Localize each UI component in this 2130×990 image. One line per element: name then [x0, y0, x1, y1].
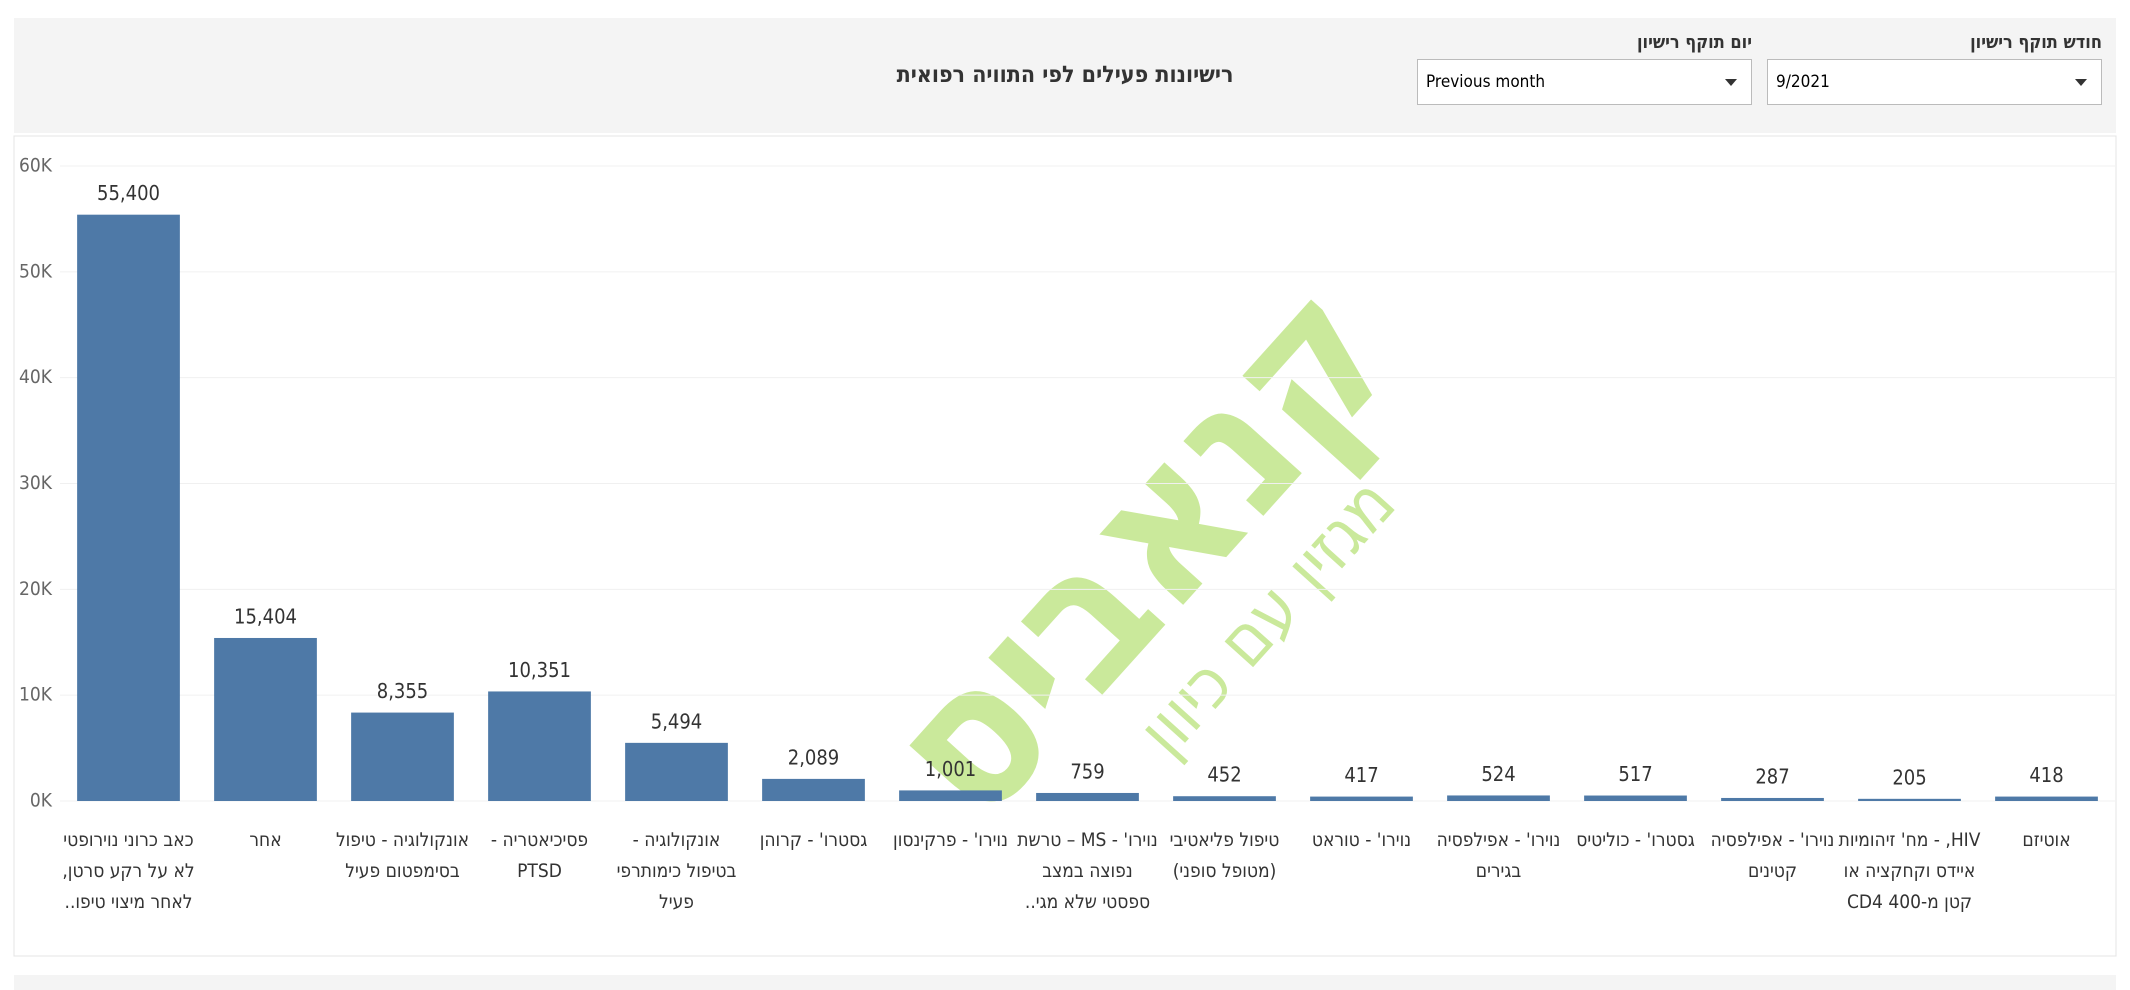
x-tick-label: נוירו' - אפילפסיה קטינים	[1711, 829, 1835, 882]
x-tick-label: גסטרו' - קרוהן	[760, 829, 868, 851]
bar	[1721, 797, 1824, 801]
bar	[214, 637, 317, 801]
footer-band	[14, 975, 2116, 990]
y-tick-label: 60K	[19, 155, 53, 177]
chart-frame	[13, 135, 2117, 957]
x-tick-label: אונקולוגיה - טיפול בסימפטום פעיל	[336, 829, 469, 882]
x-tick-label: נוירו' - MS – טרשת נפוצה במצב ספסטי שלא מג…	[1017, 829, 1157, 913]
value-label: 759	[1070, 759, 1104, 783]
y-tick-label: 30K	[19, 472, 53, 494]
value-label: 205	[1892, 765, 1926, 789]
x-tick-label: טיפול פליאטיבי (מטופל סופני)	[1170, 829, 1280, 882]
bar	[1173, 796, 1276, 801]
y-tick-label: 40K	[19, 366, 53, 388]
bar	[625, 742, 728, 801]
value-label: 524	[1481, 762, 1515, 786]
value-label: 8,355	[377, 679, 429, 703]
bar	[1584, 795, 1687, 801]
value-label: 15,404	[234, 604, 297, 628]
bar	[1310, 796, 1413, 801]
y-tick-label: 20K	[19, 578, 53, 600]
value-label: 418	[2029, 763, 2063, 787]
y-tick-label: 10K	[19, 684, 53, 706]
bar	[351, 712, 454, 801]
value-label: 1,001	[925, 757, 977, 781]
filter-label: יום תוקף רישיון	[1637, 32, 1752, 53]
x-tick-label: נוירו' - טוראט	[1312, 829, 1411, 851]
x-tick-label: אוטיזם	[2022, 829, 2070, 851]
dropdown[interactable]: 9/2021	[1767, 59, 2102, 105]
dropdown[interactable]: Previous month	[1417, 59, 1752, 105]
bar	[1995, 796, 2098, 801]
bar	[762, 778, 865, 801]
value-label: 2,089	[788, 745, 840, 769]
x-tick-label: נוירו' - פרקינסון	[893, 829, 1008, 851]
x-tick-label: אחר	[249, 829, 281, 851]
value-label: 10,351	[508, 658, 571, 682]
x-tick-label: פסיכיאטריה -PTSD	[491, 829, 588, 882]
value-label: 55,400	[97, 181, 160, 205]
header: חודש תוקף רישיון 9/2021 יום תוקף רישיון Pr…	[14, 18, 2116, 133]
y-tick-label: 50K	[19, 260, 53, 282]
value-label: 452	[1207, 763, 1241, 787]
value-label: 417	[1344, 763, 1378, 787]
x-tick-label: נוירו' - אפילפסיה בגירים	[1437, 829, 1561, 882]
bar	[1036, 792, 1139, 801]
y-tick-label: 0K	[30, 790, 53, 812]
bar	[488, 691, 591, 801]
x-tick-label: גסטרו' - כוליטיס	[1576, 829, 1694, 851]
x-tick-label: HIV, - מח' זיהומיות איידס וקחקציה או קטן מ…	[1839, 829, 1981, 913]
bar	[1447, 795, 1550, 801]
bar	[1858, 798, 1961, 801]
bar	[899, 790, 1002, 801]
value-label: 287	[1755, 764, 1789, 788]
filter: חודש תוקף רישיון 9/2021	[1767, 32, 2102, 105]
value-label: 517	[1618, 762, 1652, 786]
filter-label: חודש תוקף רישיון	[1970, 32, 2102, 53]
value-label: 5,494	[651, 709, 703, 733]
x-tick-label: אונקולוגיה -בטיפול כימותרפי פעיל	[617, 829, 737, 913]
filter: יום תוקף רישיון Previous month	[1417, 32, 1752, 105]
x-tick-label: כאב כרוני נוירופטי לא על רקע סרטן, לאחר מי…	[62, 829, 194, 913]
bar	[77, 214, 180, 801]
